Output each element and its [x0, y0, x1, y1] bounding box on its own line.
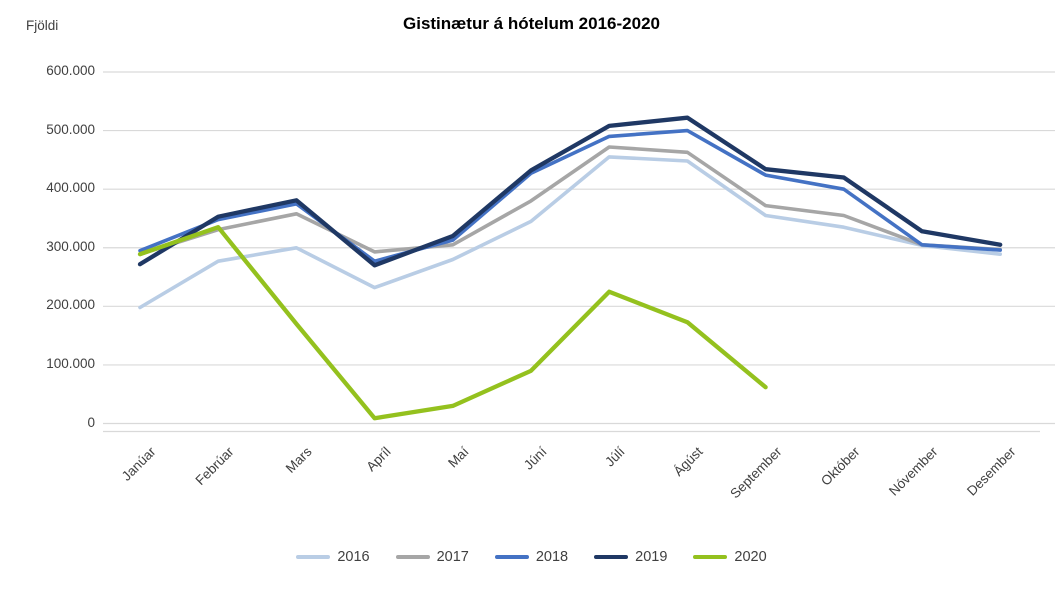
legend-label-2020: 2020	[734, 549, 767, 565]
y-tick-label-200.000: 200.000	[46, 297, 95, 313]
y-tick-label-100.000: 100.000	[46, 355, 95, 371]
y-tick-label-0: 0	[87, 414, 95, 430]
y-tick-label-400.000: 400.000	[46, 180, 95, 196]
legend-item-2020[interactable]: 2020	[693, 549, 767, 565]
series-line-2020[interactable]	[137, 225, 768, 421]
legend-item-2019[interactable]: 2019	[594, 549, 667, 565]
legend-label-2018: 2018	[535, 549, 569, 565]
legend-swatch-2019	[594, 554, 629, 560]
legend: 2016 2017 2018 2019 2020	[0, 549, 1063, 565]
legend-swatch-2020	[693, 554, 728, 560]
legend-label-2017: 2017	[436, 549, 469, 565]
y-tick-label-600.000: 600.000	[46, 63, 95, 78]
series-line-2017[interactable]	[138, 145, 1003, 256]
legend-swatch-2017	[395, 554, 430, 560]
y-tick-label-300.000: 300.000	[46, 238, 95, 254]
legend-swatch-2018	[494, 554, 529, 560]
series-line-2018[interactable]	[138, 128, 1003, 264]
legend-swatch-2016	[296, 554, 331, 560]
legend-item-2016[interactable]: 2016	[296, 549, 370, 565]
legend-item-2018[interactable]: 2018	[494, 549, 569, 565]
legend-label-2016: 2016	[337, 549, 370, 565]
series-line-2019[interactable]	[137, 115, 1003, 268]
chart-title: Gistinætur á hótelum 2016-2020	[403, 14, 660, 33]
legend-label-2019: 2019	[635, 549, 668, 565]
series-line-2016[interactable]	[138, 155, 1003, 310]
legend-item-2017[interactable]: 2017	[395, 549, 469, 565]
y-axis-title: Fjöldi	[26, 18, 59, 33]
y-tick-label-500.000: 500.000	[46, 121, 95, 137]
